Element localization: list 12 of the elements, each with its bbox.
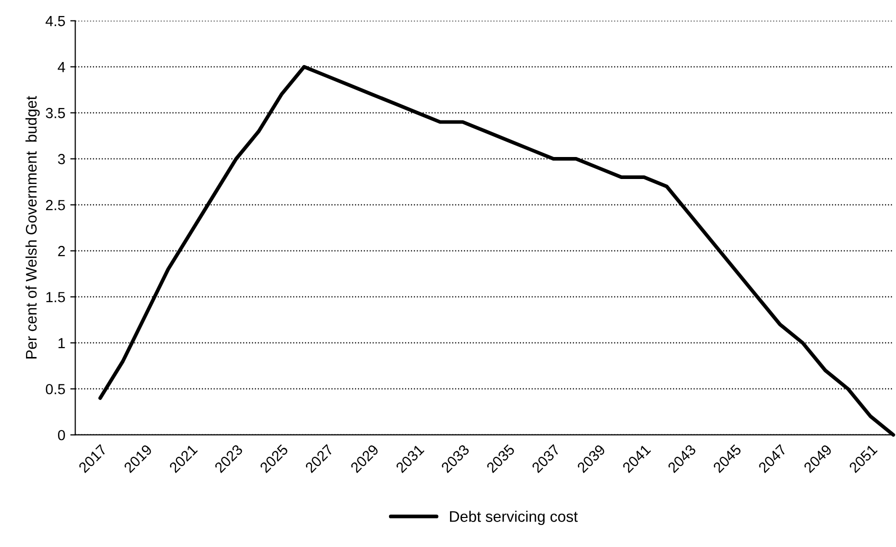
y-tick-label: 4.5 xyxy=(46,16,65,26)
y-tick-label: 0 xyxy=(58,430,65,440)
y-tick-label: 1 xyxy=(58,338,65,348)
y-tick-label: 2 xyxy=(58,246,65,256)
y-tick-label: 1.5 xyxy=(46,292,65,302)
legend-label: Debt servicing cost xyxy=(450,510,578,525)
y-axis-title: Per cent of Welsh Government budget xyxy=(25,96,40,358)
y-tick-label: 4 xyxy=(58,62,66,72)
y-tick-label: 3 xyxy=(58,154,65,164)
y-tick-label: 3.5 xyxy=(46,108,65,118)
y-tick-label: 2.5 xyxy=(46,200,65,210)
y-tick-label: 0.5 xyxy=(46,384,65,394)
